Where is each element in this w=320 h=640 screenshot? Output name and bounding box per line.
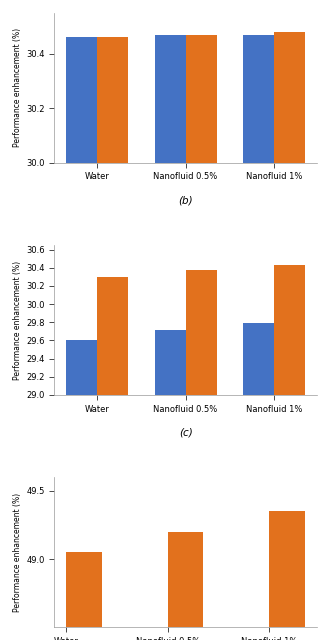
- Y-axis label: Performance enhancement (%): Performance enhancement (%): [13, 260, 22, 380]
- Bar: [66, 340, 97, 640]
- Bar: [274, 32, 305, 640]
- Text: (b): (b): [178, 196, 193, 205]
- Bar: [168, 532, 204, 640]
- Y-axis label: Performance enhancement (%): Performance enhancement (%): [13, 493, 22, 612]
- Bar: [186, 269, 217, 640]
- Bar: [269, 511, 305, 640]
- Bar: [97, 277, 128, 640]
- Bar: [66, 552, 102, 640]
- Bar: [274, 265, 305, 640]
- Text: (c): (c): [179, 428, 192, 438]
- Y-axis label: Performance enhancement (%): Performance enhancement (%): [13, 28, 22, 147]
- Bar: [186, 35, 217, 640]
- Bar: [155, 35, 186, 640]
- Bar: [66, 37, 97, 640]
- Bar: [97, 37, 128, 640]
- Bar: [243, 323, 274, 640]
- Bar: [155, 330, 186, 640]
- Bar: [243, 35, 274, 640]
